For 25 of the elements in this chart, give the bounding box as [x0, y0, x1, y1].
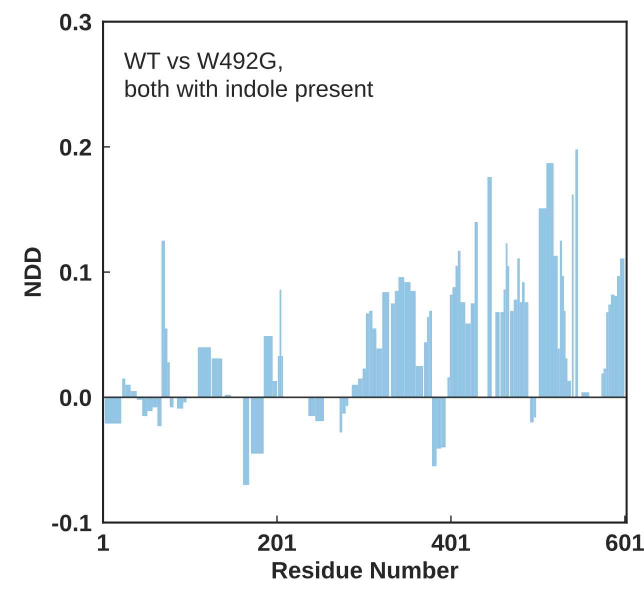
bar [495, 312, 500, 398]
bar [517, 258, 520, 398]
y-tick-label: 0.2 [60, 138, 91, 156]
bar [162, 240, 166, 398]
y-tick-label: 0.3 [60, 14, 92, 30]
y-tick-label: 0.1 [60, 264, 92, 281]
bar [560, 240, 562, 398]
bar [474, 222, 478, 398]
bar [170, 397, 174, 408]
bar [340, 397, 342, 432]
x-tick-label: 601 [606, 534, 644, 551]
bar [575, 149, 578, 398]
x-tick-label: 1 [98, 534, 109, 551]
bar [429, 310, 432, 398]
bar [487, 176, 492, 398]
annotation: WT vs W492G, both with indole present [124, 52, 374, 102]
y-tick-label: -0.1 [52, 514, 92, 532]
x-axis-title: Residue Number [272, 561, 458, 579]
bar [620, 258, 624, 398]
x-tick-label: 201 [258, 534, 296, 551]
x-tick-label: 401 [432, 534, 470, 551]
y-axis-title: NDD [24, 248, 41, 296]
bar [530, 397, 534, 422]
y-tick-label: 0.0 [60, 389, 91, 406]
bar [366, 313, 370, 398]
